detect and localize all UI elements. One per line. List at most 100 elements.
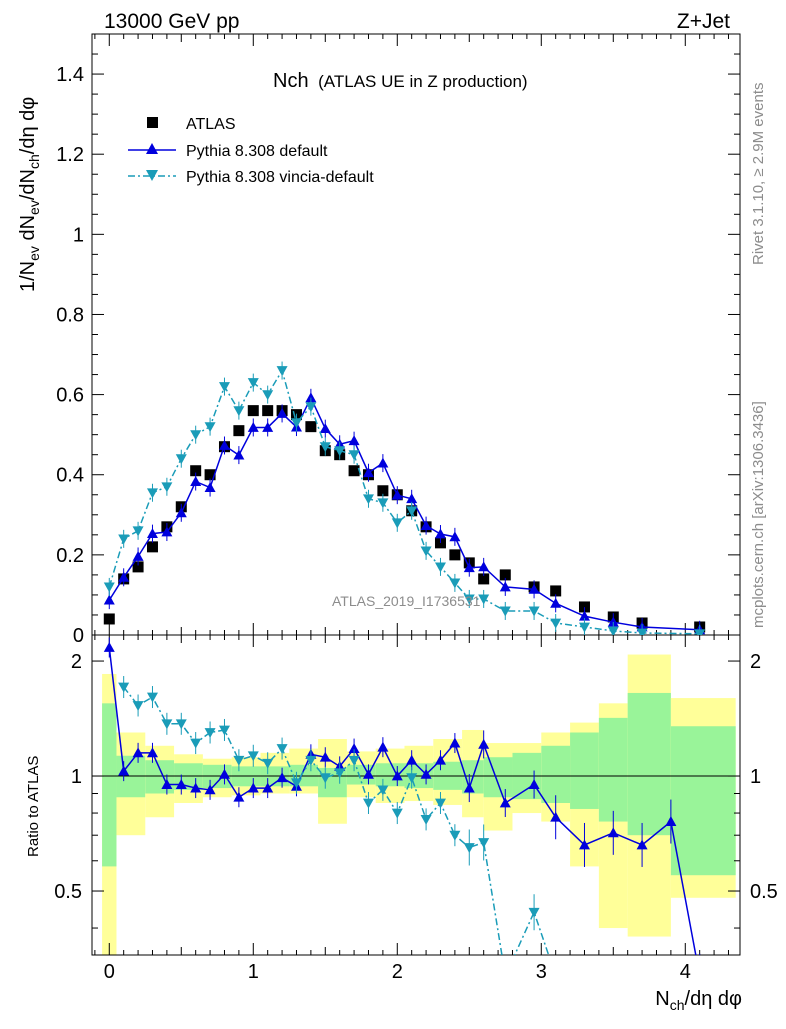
default-ratio-point — [118, 765, 130, 776]
vincia-ratio-point — [463, 843, 475, 853]
vincia-point — [262, 390, 274, 401]
atlas-point — [578, 601, 590, 613]
atlas-point — [204, 469, 216, 481]
vincia-ratio-point — [406, 773, 418, 784]
vincia-point — [377, 498, 389, 509]
default-ratio-point — [204, 784, 216, 795]
default-point — [204, 482, 216, 492]
vincia-ratio-point — [204, 728, 216, 739]
vincia-point — [348, 450, 360, 461]
atlas-point — [262, 405, 274, 417]
axes: 0 1 2 3 4 0 0.2 0.4 0.6 0.8 1 1.2 1.4 0.5 0.5 1 1 2 2 — [54, 33, 778, 983]
atlas-point — [190, 465, 202, 477]
atlas-point — [132, 561, 144, 573]
x-tick-label: 2 — [392, 961, 403, 983]
vincia-point — [578, 622, 590, 633]
default-line — [108, 396, 700, 631]
default-ratio-point — [132, 747, 144, 758]
default-ratio-point — [175, 779, 187, 789]
default-point — [218, 439, 230, 450]
vincia-ratio-point — [218, 725, 230, 736]
atlas-point — [499, 569, 511, 581]
header-process-type: Z+Jet — [677, 10, 730, 33]
default-ratio-point — [146, 747, 158, 758]
x-tick-label: 3 — [536, 961, 547, 983]
default-ratio-point — [391, 770, 403, 781]
vincia-ratio-point — [290, 778, 302, 789]
legend-marker-atlas — [147, 117, 158, 128]
x-tick-label: 4 — [680, 961, 691, 983]
default-point — [362, 467, 374, 478]
analysis-watermark: ATLAS_2019_I1736531 — [332, 593, 481, 609]
y-tick-label: 0.2 — [56, 545, 84, 567]
legend-label-vincia: Pythia 8.308 vincia-default — [186, 169, 374, 186]
ratio-y-tick-label: 2 — [71, 651, 82, 673]
vincia-ratio-point — [550, 971, 561, 981]
atlas-point — [305, 421, 317, 433]
vincia-point — [175, 454, 187, 465]
vincia-ratio-point — [420, 814, 432, 825]
vincia-point — [218, 382, 230, 393]
vincia-ratio-point — [118, 682, 130, 693]
y-tick-label: 0.8 — [56, 304, 84, 326]
vincia-point — [607, 626, 619, 635]
default-ratio-point — [218, 768, 230, 779]
default-point — [146, 528, 158, 539]
default-ratio-point — [362, 768, 374, 779]
default-point — [276, 407, 288, 418]
default-ratio-point — [636, 839, 648, 850]
default-point — [391, 489, 403, 500]
default-point — [463, 562, 475, 573]
default-ratio-point — [348, 743, 360, 753]
x-axis-label: Nch/dη dφ — [655, 988, 742, 1013]
default-ratio-point — [499, 797, 511, 808]
default-point — [190, 476, 202, 486]
chart-title-sub: (ATLAS UE in Z production) — [318, 72, 527, 91]
vincia-ratio-line — [123, 686, 550, 955]
band-inner-bin — [483, 757, 513, 798]
default-ratio-point — [434, 754, 446, 765]
vincia-ratio-point — [190, 738, 202, 749]
vincia-point — [146, 488, 158, 499]
band-inner-bin — [598, 717, 628, 822]
ratio-y-tick-label-right: 1 — [750, 766, 761, 788]
y-tick-label: 1 — [73, 224, 84, 246]
vincia-point — [190, 430, 202, 441]
vincia-ratio-point — [233, 755, 245, 766]
x-tick-label: 0 — [104, 961, 115, 983]
default-point — [118, 571, 130, 582]
vincia-point — [434, 562, 446, 573]
y-tick-label: 1.4 — [56, 64, 84, 86]
vincia-point — [478, 594, 490, 605]
default-ratio-point — [377, 741, 389, 752]
chart-title: Nch (ATLAS UE in Z production) — [273, 70, 528, 92]
default-ratio-point — [103, 642, 115, 652]
vincia-point — [420, 546, 432, 557]
default-point — [607, 616, 619, 627]
default-ratio-point — [694, 970, 705, 980]
main-plot-area — [103, 361, 706, 635]
vincia-point — [391, 518, 403, 529]
legend-marker-vincia — [146, 170, 158, 181]
vincia-point — [694, 629, 706, 635]
default-ratio-point — [463, 782, 475, 793]
chart-title-main: Nch — [273, 70, 309, 92]
y-tick-label: 0.6 — [56, 385, 84, 407]
default-point — [175, 507, 187, 518]
vincia-point — [362, 494, 374, 505]
default-point — [449, 531, 461, 542]
vincia-point — [276, 366, 288, 377]
default-point — [578, 610, 590, 621]
y-axis-label: 1/Nev dNev/dNch/dη dφ — [17, 97, 42, 292]
side-label-rivet: Rivet 3.1.10, ≥ 2.9M events — [750, 83, 767, 266]
default-point — [319, 423, 331, 434]
vincia-ratio-point — [434, 798, 446, 809]
default-ratio-point — [578, 839, 590, 850]
header-process-energy: 13000 GeV pp — [104, 10, 239, 33]
vincia-point — [247, 378, 259, 389]
default-ratio-point — [528, 779, 540, 789]
default-point — [233, 449, 245, 460]
default-point — [406, 493, 418, 504]
default-point — [161, 526, 173, 537]
